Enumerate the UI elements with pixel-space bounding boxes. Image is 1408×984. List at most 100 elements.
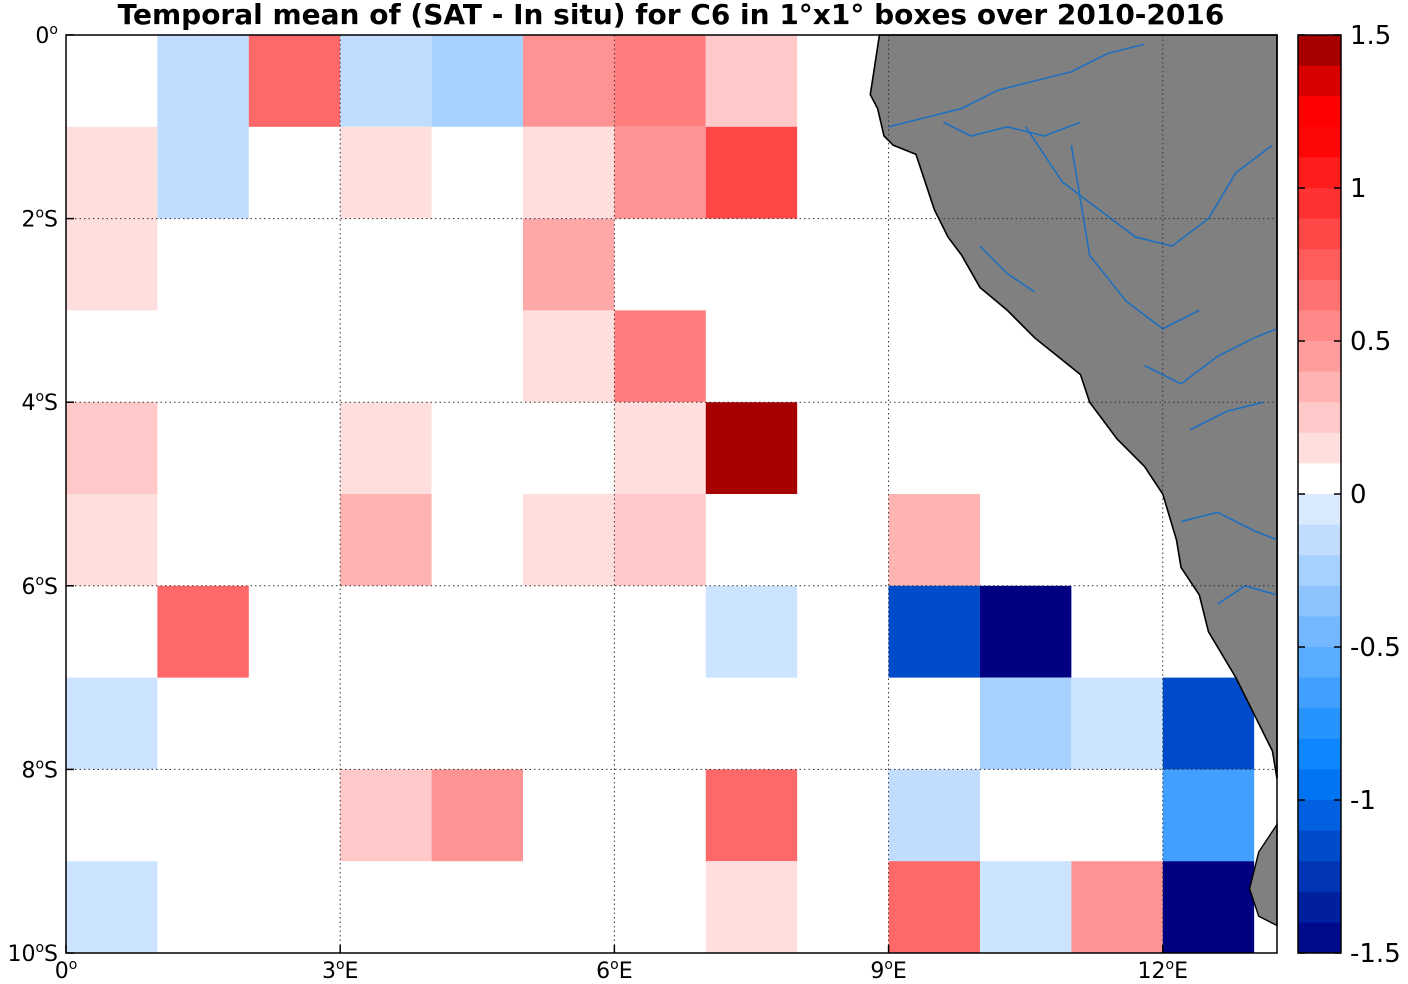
- colorbar-segment: [1298, 218, 1341, 250]
- colorbar-segment: [1298, 494, 1341, 526]
- heatmap-cell: [340, 402, 432, 494]
- heatmap-cell: [1162, 677, 1255, 770]
- colorbar-segment: [1298, 677, 1341, 709]
- colorbar-segment: [1298, 432, 1341, 464]
- colorbar-segment: [1298, 800, 1341, 832]
- grid-lines: [66, 35, 1277, 953]
- heatmap-cell: [614, 126, 706, 219]
- y-tick-label: 10oS: [7, 940, 58, 967]
- colorbar-segment: [1298, 463, 1341, 495]
- heatmap-cell: [248, 35, 341, 127]
- river-line: [979, 245, 1036, 293]
- colorbar-segment: [1298, 524, 1341, 556]
- heatmap-cell: [614, 35, 706, 127]
- river-line: [1180, 511, 1278, 541]
- heatmap-cell: [66, 494, 158, 586]
- heatmap-cell: [1162, 769, 1255, 862]
- colorbar-segment: [1298, 35, 1341, 67]
- plot-frame: [65, 34, 1278, 954]
- chart-title: Temporal mean of (SAT - In situ) for C6 …: [118, 0, 1225, 31]
- y-tick-label: 0o: [35, 22, 58, 49]
- colorbar-segment: [1298, 96, 1341, 128]
- heatmap-cell: [888, 769, 980, 862]
- heatmap-cell: [1071, 677, 1163, 770]
- colorbar-segment: [1298, 585, 1341, 617]
- heatmap-cell: [522, 218, 615, 311]
- heatmap-cell: [340, 35, 432, 127]
- heatmap-cell: [522, 494, 615, 586]
- river-line: [1189, 401, 1264, 431]
- colorbar-tick-label: 0.5: [1350, 327, 1391, 357]
- colorbar-segment: [1298, 157, 1341, 189]
- heatmap-cell: [522, 310, 615, 403]
- colorbar-segment: [1298, 861, 1341, 893]
- heatmap-cell: [66, 218, 158, 311]
- heatmap-cell: [340, 126, 432, 219]
- colorbar-segment: [1298, 371, 1341, 403]
- colorbar-segment: [1298, 769, 1341, 801]
- heatmap-cell: [66, 126, 158, 219]
- heatmap-cell: [705, 861, 798, 953]
- heatmap-cell: [431, 769, 523, 862]
- y-tick-label: 8oS: [21, 756, 58, 783]
- heatmap-cell: [705, 35, 798, 127]
- y-axis-ticks: 0o 2oS 4oS 6oS 8oS 10oS: [7, 22, 74, 967]
- colorbar-segment: [1298, 922, 1341, 954]
- colorbar-segment: [1298, 402, 1341, 434]
- heatmap-cell: [888, 861, 980, 953]
- y-tick-label: 2oS: [21, 206, 58, 233]
- x-tick-label: 3oE: [322, 957, 358, 984]
- colorbar-segment: [1298, 647, 1341, 679]
- colorbar-segment: [1298, 341, 1341, 373]
- colorbar-segment: [1298, 279, 1341, 311]
- heatmap-cell: [157, 35, 249, 127]
- heatmap-cell: [431, 35, 523, 127]
- x-tick-label: 0o: [55, 957, 78, 984]
- colorbar-segment: [1298, 891, 1341, 923]
- heatmap-cell: [979, 677, 1072, 770]
- heatmap-cell: [888, 585, 980, 678]
- heatmap-cell: [614, 494, 706, 586]
- colorbar-tick-label: 1: [1350, 174, 1367, 204]
- heatmap-cell: [340, 494, 432, 586]
- y-tick-label: 4oS: [21, 389, 58, 416]
- river-line: [943, 121, 1081, 137]
- land-polygon: [869, 34, 1278, 779]
- y-tick-label: 6oS: [21, 573, 58, 600]
- heatmap-cell: [522, 126, 615, 219]
- heatmap-cell: [614, 402, 706, 494]
- heatmap-cell: [1071, 861, 1163, 953]
- river-line: [1144, 328, 1278, 385]
- heatmap-cell: [157, 126, 249, 219]
- colorbar-segment: [1298, 188, 1341, 220]
- colorbar-segment: [1298, 65, 1341, 97]
- river-line: [1024, 126, 1273, 248]
- colorbar-tick-label: -1: [1350, 786, 1376, 816]
- heatmap-cell: [66, 677, 158, 770]
- heatmap-cell: [705, 126, 798, 219]
- x-tick-label: 12oE: [1138, 957, 1188, 984]
- colorbar-segment: [1298, 738, 1341, 770]
- heatmap-cell: [522, 35, 615, 127]
- colorbar-segment: [1298, 126, 1341, 158]
- heatmap-cell: [614, 310, 706, 403]
- heatmap-cell: [705, 585, 798, 678]
- heatmap-cell: [157, 585, 249, 678]
- heatmap-cells: [66, 35, 1255, 953]
- heatmap-cell: [979, 585, 1072, 678]
- colorbar-tick-label: 0: [1350, 480, 1367, 510]
- heatmap-cell: [888, 494, 980, 586]
- heatmap-cell: [705, 769, 798, 862]
- heatmap-cell: [66, 861, 158, 953]
- x-tick-label: 9oE: [870, 957, 906, 984]
- heatmap-cell: [979, 861, 1072, 953]
- colorbar-segment: [1298, 555, 1341, 587]
- colorbar-segment: [1298, 310, 1341, 342]
- colorbar-segment: [1298, 830, 1341, 862]
- heatmap-cell: [340, 769, 432, 862]
- colorbar: 1.5 1 0.5 0 -0.5 -1 -1.5: [1297, 21, 1401, 969]
- colorbar-tick-label: 1.5: [1350, 21, 1391, 51]
- x-axis-ticks: 0o 3oE 6oE 9oE 12oE: [55, 945, 1188, 984]
- heatmap-cell: [705, 402, 798, 494]
- colorbar-segment: [1298, 708, 1341, 740]
